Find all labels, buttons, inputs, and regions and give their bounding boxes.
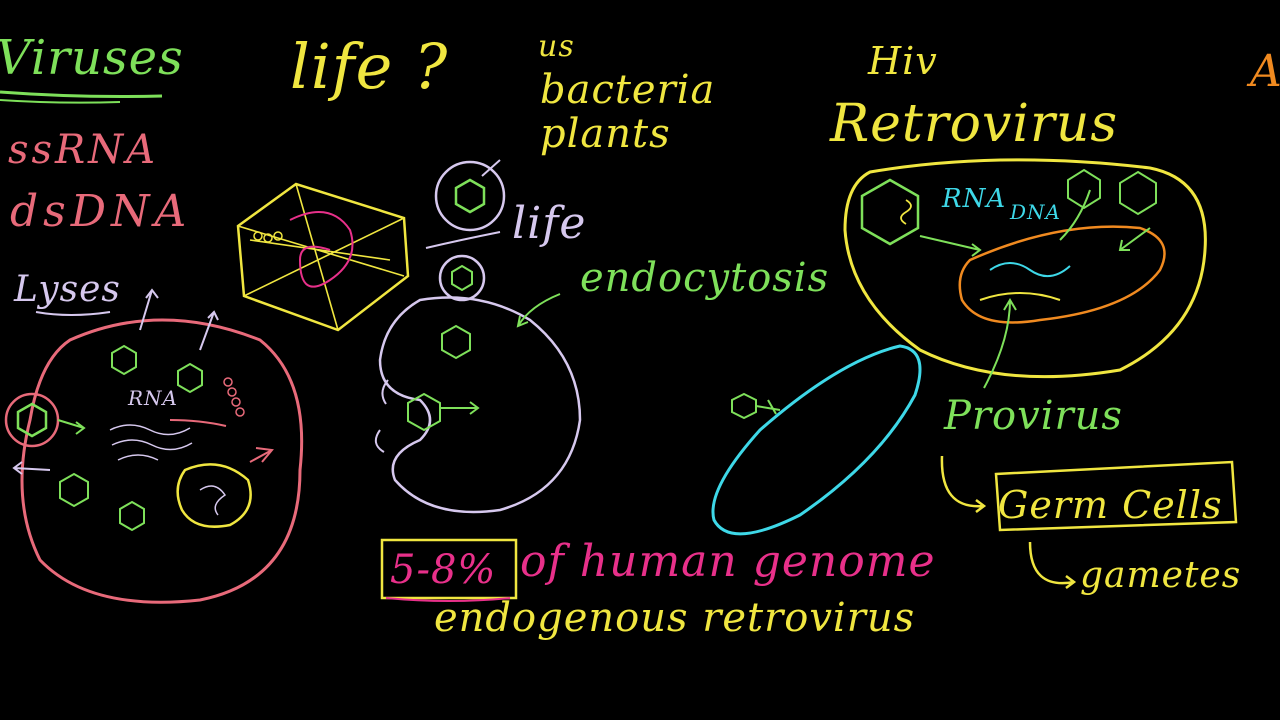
- free-virus: [454, 178, 486, 214]
- virus-in-cell-2: [177, 362, 203, 394]
- retro-dna-label: DNA: [1010, 200, 1061, 224]
- exit-arrow-3: [12, 461, 51, 475]
- provirus-label: Provirus: [944, 393, 1123, 439]
- nucleus-scribble: [199, 485, 227, 516]
- life-example-bacteria: bacteria: [540, 67, 716, 113]
- lyses-label: Lyses: [14, 269, 121, 310]
- provirus-to-germ-arrow: [940, 455, 987, 513]
- virus-in-cell-4: [119, 500, 145, 532]
- exit-arrow-2: [199, 310, 219, 351]
- attached-virus: [16, 402, 48, 438]
- endocytosis-label: endocytosis: [580, 255, 830, 301]
- life-example-plants: plants: [540, 111, 671, 157]
- germ-cells-box: [994, 460, 1238, 532]
- virus-in-cell-1: [111, 344, 137, 376]
- life-label: life: [512, 198, 587, 249]
- hiv-rna-coil: [900, 199, 912, 225]
- lyses-underline: [35, 311, 111, 316]
- retro-nucleus: [958, 225, 1166, 324]
- rna-in-cell-label: RNA: [128, 386, 179, 410]
- hiv-label: Hiv: [868, 39, 938, 83]
- rna-squiggle-2: [111, 439, 193, 451]
- rna-squiggle-1: [109, 424, 191, 436]
- endocytosis-arrow: [516, 293, 561, 328]
- retro-arrow-1: [919, 235, 982, 257]
- provirus-arrow: [983, 298, 1017, 389]
- retro-rna-label: RNA: [942, 184, 1007, 214]
- genome-percent: 5-8%: [390, 547, 497, 593]
- rna-squiggle-3: [117, 454, 159, 461]
- phage-head: [731, 392, 757, 420]
- bud-vesicle: [438, 254, 486, 302]
- hiv-particle-2: [1119, 170, 1157, 216]
- viruses-title: Viruses: [0, 30, 184, 86]
- phage-tail: [755, 399, 781, 415]
- retrovirus-title: Retrovirus: [830, 94, 1119, 154]
- inside-virus-2: [407, 392, 441, 432]
- viruses-underline-2: [0, 99, 121, 104]
- bud-virus: [451, 264, 473, 292]
- ssrna-label: ssRNA: [8, 127, 159, 173]
- dna-wave: [989, 262, 1071, 277]
- attach-arrow: [57, 419, 86, 435]
- endocytosis-cell: [378, 296, 582, 514]
- bacterium: [711, 344, 922, 536]
- life-question: life ?: [290, 36, 448, 98]
- virus-in-cell-3: [59, 472, 89, 508]
- life-arrow-2: [425, 231, 501, 249]
- retro-host-cell: [843, 158, 1207, 379]
- percent-box: [380, 538, 518, 600]
- germ-to-gametes-arrow: [1028, 541, 1077, 589]
- question-mark: ?: [414, 30, 449, 103]
- life-word: life: [290, 30, 394, 103]
- endogenous-retrovirus-label: endogenous retrovirus: [434, 595, 916, 641]
- retro-arrow-2: [1118, 227, 1151, 251]
- attached-virus-coat: [4, 392, 60, 448]
- inside-arrow: [440, 401, 480, 415]
- exit-arrow-1: [139, 288, 159, 331]
- icosahedron-genome: [289, 211, 354, 288]
- life-example-us: us: [538, 29, 575, 64]
- germ-cells-label: Germ Cells: [998, 483, 1223, 527]
- host-nucleus: [176, 463, 252, 528]
- pink-arrow: [169, 419, 227, 427]
- hiv-particle-3: [1067, 168, 1101, 210]
- genome-fact-text: of human genome: [520, 536, 936, 587]
- gametes-label: gametes: [1080, 555, 1242, 596]
- host-cell: [20, 318, 304, 604]
- percent-underline: [385, 597, 511, 602]
- edge-letter: A: [1250, 46, 1280, 97]
- retro-arrow-3: [1059, 189, 1091, 241]
- free-virus-vesicle: [434, 160, 506, 232]
- inside-virus-1: [441, 324, 471, 360]
- hiv-particle: [860, 178, 920, 246]
- pink-arrow-2: [249, 447, 274, 463]
- life-arrow: [481, 159, 501, 177]
- viruses-underline: [0, 90, 163, 98]
- integration-wave: [979, 292, 1061, 301]
- dsdna-label: dsDNA: [10, 186, 192, 237]
